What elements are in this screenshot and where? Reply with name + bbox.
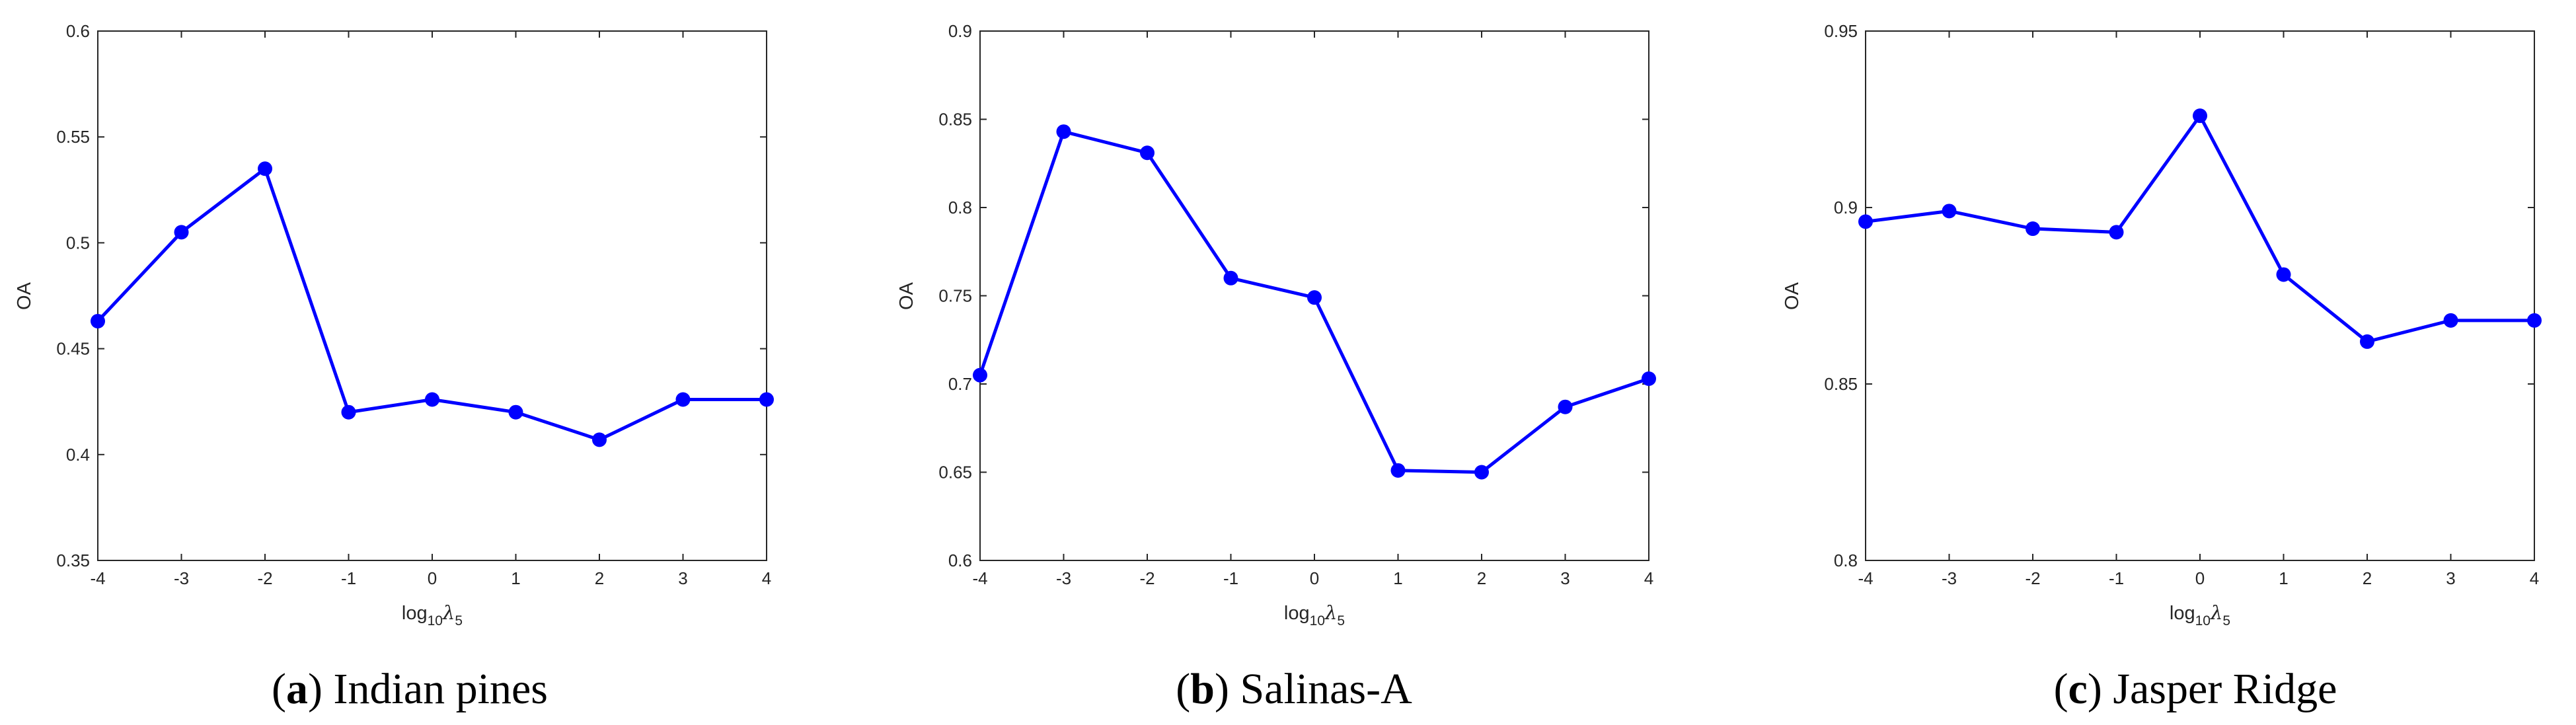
data-point-c: [2443, 313, 2458, 328]
plot-marks-a: -4 -3 -2 -1 0 1 2 3 4 0.35 0.4 0.45 0.5 0.55 0.6: [56, 21, 774, 588]
panel-a: -4 -3 -2 -1 0 1 2 3 4 0.35 0.4 0.45 0.5 0.55 0.6 OA lo…: [14, 21, 774, 713]
x-tick-label-c: 1: [2279, 568, 2288, 588]
y-tick-label-b: 0.8: [948, 198, 972, 217]
y-tick-label-b: 0.9: [948, 21, 972, 41]
y-tick-label-b: 0.7: [948, 374, 972, 394]
x-tick-label-b: 4: [1644, 568, 1653, 588]
plot-frame-a: [97, 30, 767, 561]
data-point-c: [2360, 334, 2374, 349]
caption-b: (b) Salinas-A: [1176, 665, 1412, 713]
x-tick-label-c: -3: [1942, 568, 1957, 588]
x-tick-label-b: 0: [1310, 568, 1319, 588]
x-tick-label-b: 2: [1477, 568, 1486, 588]
y-tick-label-b: 0.65: [938, 463, 972, 482]
data-point-c: [2276, 267, 2291, 282]
data-point-a: [675, 392, 691, 407]
data-point-c: [2109, 225, 2124, 240]
data-point-c: [1858, 214, 1873, 229]
x-tick-label-c: -1: [2109, 568, 2124, 588]
x-tick-label-c: 2: [2363, 568, 2372, 588]
data-point-b: [1642, 371, 1656, 386]
y-axis-label-a: OA: [14, 282, 35, 310]
y-tick-label-a: 0.4: [66, 445, 90, 465]
x-tick-label-a: -1: [341, 568, 356, 588]
y-tick-label-c: 0.95: [1824, 21, 1858, 41]
plot-marks-c: -4 -3 -2 -1 0 1 2 3 4 0.8 0.85 0.9 0.95: [1824, 21, 2542, 588]
y-axis-label-c: OA: [1782, 282, 1803, 310]
x-tick-label-b: -4: [972, 568, 987, 588]
x-tick-label-b: -3: [1056, 568, 1071, 588]
data-point-a: [759, 392, 774, 407]
x-axis-label-a: log10λ5: [402, 601, 463, 629]
x-tick-label-c: 3: [2446, 568, 2455, 588]
y-tick-label-b: 0.6: [948, 551, 972, 570]
y-tick-label-a: 0.5: [66, 233, 90, 252]
data-point-a: [341, 404, 356, 420]
y-tick-label-c: 0.8: [1834, 551, 1858, 570]
x-tick-label-b: -1: [1223, 568, 1238, 588]
panel-c: -4 -3 -2 -1 0 1 2 3 4 0.8 0.85 0.9 0.95 OA log10λ5 (…: [1782, 21, 2542, 713]
x-tick-label-b: 1: [1393, 568, 1402, 588]
data-point-a: [91, 313, 105, 328]
x-tick-label-a: 2: [595, 568, 604, 588]
x-tick-label-a: 4: [762, 568, 771, 588]
x-tick-label-a: 3: [678, 568, 687, 588]
caption-c: (c) Jasper Ridge: [2054, 665, 2337, 713]
data-point-a: [174, 225, 189, 240]
y-tick-label-b: 0.85: [938, 110, 972, 130]
data-point-a: [258, 161, 272, 176]
x-tick-label-a: -3: [174, 568, 189, 588]
data-point-b: [1140, 145, 1155, 161]
x-tick-label-a: -2: [257, 568, 272, 588]
plot-marks-b: -4 -3 -2 -1 0 1 2 3 4 0.6 0.65 0.7 0.75 0.8 0.85 0.9: [938, 21, 1656, 588]
data-point-b: [1307, 290, 1322, 305]
data-point-b: [1474, 465, 1489, 480]
y-tick-label-a: 0.35: [56, 551, 90, 570]
data-point-b: [1056, 124, 1071, 139]
data-point-c: [1942, 204, 1957, 219]
data-point-c: [2026, 221, 2040, 237]
y-tick-label-a: 0.45: [56, 339, 90, 359]
x-tick-label-a: 0: [428, 568, 437, 588]
data-point-a: [508, 404, 523, 420]
data-point-a: [425, 392, 439, 407]
data-point-c: [2193, 108, 2207, 124]
data-point-b: [973, 367, 987, 383]
y-axis-label-b: OA: [896, 282, 917, 310]
x-tick-label-a: 1: [511, 568, 520, 588]
x-tick-label-b: -2: [1139, 568, 1155, 588]
x-tick-label-c: 0: [2195, 568, 2205, 588]
x-tick-label-b: 3: [1560, 568, 1570, 588]
x-tick-label-c: -4: [1858, 568, 1873, 588]
y-tick-label-b: 0.75: [938, 286, 972, 306]
data-point-c: [2527, 313, 2542, 328]
x-axis-label-c: log10λ5: [2170, 601, 2230, 629]
x-axis-label-b: log10λ5: [1284, 601, 1345, 629]
panel-b: -4 -3 -2 -1 0 1 2 3 4 0.6 0.65 0.7 0.75 0.8 0.85 0.9 OA…: [896, 21, 1656, 713]
data-point-b: [1558, 399, 1573, 414]
data-point-b: [1390, 463, 1406, 478]
y-tick-label-c: 0.9: [1834, 198, 1858, 217]
x-tick-label-c: 4: [2530, 568, 2539, 588]
y-tick-label-a: 0.6: [66, 21, 90, 41]
data-point-a: [592, 432, 607, 447]
y-tick-label-a: 0.55: [56, 127, 90, 147]
x-tick-label-a: -4: [90, 568, 105, 588]
y-tick-label-c: 0.85: [1824, 374, 1858, 394]
x-tick-label-c: -2: [2025, 568, 2040, 588]
data-point-b: [1223, 270, 1238, 286]
caption-a: (a) Indian pines: [272, 665, 548, 713]
